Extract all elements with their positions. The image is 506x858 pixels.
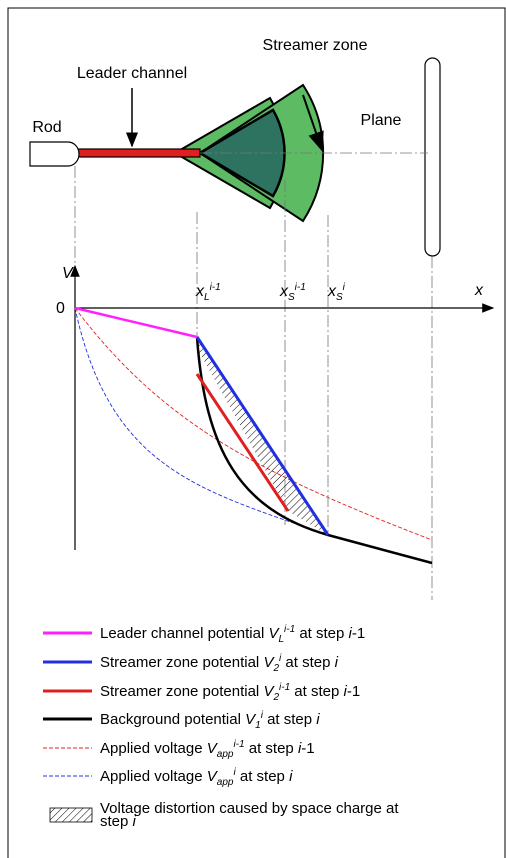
axis-label: x bbox=[474, 282, 484, 299]
legend-part: Streamer zone potential bbox=[100, 683, 263, 700]
frame bbox=[7, 7, 506, 858]
sub: S bbox=[288, 292, 295, 303]
legend-part: i bbox=[289, 768, 293, 785]
legend-part: L bbox=[278, 634, 284, 645]
legend-part: i bbox=[298, 740, 302, 757]
legend-texts: Leader channel potential VLi-1 at step i… bbox=[100, 624, 399, 830]
leader-channel bbox=[74, 148, 201, 158]
legend-part: at step bbox=[295, 625, 348, 642]
tick-label: xSi bbox=[327, 282, 346, 303]
sup: i-1 bbox=[295, 282, 306, 293]
legend-part: i bbox=[279, 653, 282, 664]
legend-part: at step bbox=[263, 711, 316, 728]
legend-part: i bbox=[335, 654, 339, 671]
label: Rod bbox=[32, 119, 61, 136]
legend-part: step bbox=[100, 813, 133, 830]
legend-part: app bbox=[217, 777, 234, 788]
legend-part: Applied voltage bbox=[100, 740, 207, 757]
label: Plane bbox=[361, 112, 402, 129]
legend-label: Leader channel potential VLi-1 at step i… bbox=[100, 624, 365, 645]
legend-part: 2 bbox=[272, 663, 279, 674]
legend-part: i bbox=[344, 683, 348, 700]
legend-part: Background potential bbox=[100, 711, 245, 728]
axis-label: V bbox=[62, 265, 74, 282]
legend-part: i bbox=[349, 625, 353, 642]
legend-part: -1 bbox=[352, 625, 365, 642]
legend-part: at step bbox=[245, 740, 298, 757]
tick-label: xLi-1 bbox=[195, 282, 221, 303]
legend-label: Applied voltage Vappi-1 at step i-1 bbox=[100, 739, 315, 760]
legend-part: i bbox=[133, 813, 137, 830]
origin-label: 0 bbox=[56, 300, 65, 317]
legend-part: i bbox=[316, 711, 320, 728]
legend bbox=[43, 631, 93, 823]
legend-part: -1 bbox=[301, 740, 314, 757]
streamer-potential-prev bbox=[195, 373, 290, 512]
legend-part: 2 bbox=[272, 692, 279, 703]
sub: S bbox=[336, 292, 343, 303]
streamer-arrow bbox=[302, 94, 324, 152]
legend-part: Leader channel potential bbox=[100, 625, 268, 642]
legend-part: V bbox=[207, 740, 219, 757]
legend-part: i-1 bbox=[284, 624, 295, 635]
legend-label: Voltage distortion caused by space charg… bbox=[100, 800, 399, 817]
legend-part: V bbox=[263, 654, 275, 671]
plane bbox=[424, 57, 441, 257]
label: Streamer zone bbox=[263, 37, 368, 54]
sup: i bbox=[343, 282, 346, 293]
legend-label: Background potential V1i at step i bbox=[100, 710, 320, 731]
legend-label: step i bbox=[100, 813, 137, 830]
leader-potential bbox=[74, 306, 198, 339]
applied-voltage-curr bbox=[74, 307, 329, 536]
legend-part: V bbox=[268, 625, 280, 642]
label: Leader channel bbox=[77, 65, 187, 82]
legend-part: at step bbox=[236, 768, 289, 785]
legend-part: i bbox=[233, 767, 236, 778]
streamer-potential-curr bbox=[195, 336, 330, 536]
sub: L bbox=[204, 292, 210, 303]
legend-part: -1 bbox=[347, 683, 360, 700]
legend-swatch bbox=[49, 807, 93, 823]
legend-label: Streamer zone potential V2i-1 at step i-… bbox=[100, 682, 360, 703]
legend-part: 1 bbox=[255, 720, 261, 731]
background-potential bbox=[195, 336, 433, 565]
legend-part: Streamer zone potential bbox=[100, 654, 263, 671]
sup: i-1 bbox=[210, 282, 221, 293]
legend-part: i-1 bbox=[279, 682, 290, 693]
sym: x bbox=[195, 283, 205, 300]
legend-part: i bbox=[261, 710, 264, 721]
rod bbox=[29, 141, 80, 167]
legend-label: Streamer zone potential V2i at step i bbox=[100, 653, 339, 674]
legend-part: V bbox=[245, 711, 257, 728]
legend-part: V bbox=[207, 768, 219, 785]
sym: x bbox=[327, 283, 337, 300]
legend-part: app bbox=[217, 749, 234, 760]
legend-part: i-1 bbox=[233, 739, 244, 750]
sym: x bbox=[279, 283, 289, 300]
legend-part: at step bbox=[290, 683, 343, 700]
legend-part: Applied voltage bbox=[100, 768, 207, 785]
legend-part: V bbox=[263, 683, 275, 700]
legend-label: Applied voltage Vappi at step i bbox=[100, 767, 293, 788]
legend-part: at step bbox=[281, 654, 334, 671]
tick-label: xSi-1 bbox=[279, 282, 306, 303]
